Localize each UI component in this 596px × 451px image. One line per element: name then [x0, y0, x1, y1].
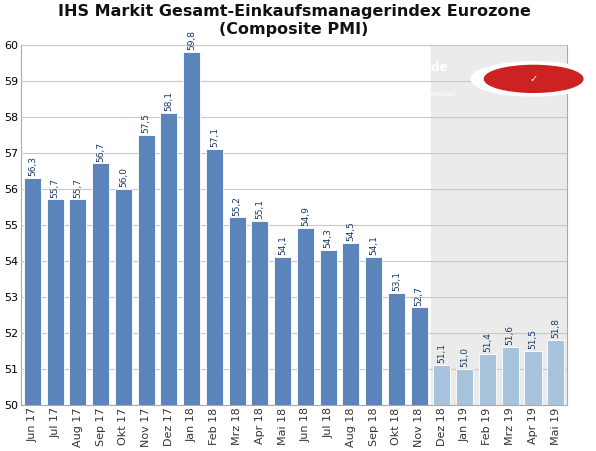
- Text: 58,1: 58,1: [164, 91, 173, 111]
- Text: 51,4: 51,4: [483, 332, 492, 352]
- Text: 57,1: 57,1: [210, 127, 219, 147]
- Text: 54,5: 54,5: [346, 221, 355, 241]
- Text: 51,5: 51,5: [529, 329, 538, 349]
- Text: 53,1: 53,1: [392, 271, 401, 291]
- Bar: [252, 221, 268, 405]
- Bar: [69, 199, 86, 405]
- Bar: [297, 228, 314, 405]
- Bar: [183, 52, 200, 405]
- Bar: [160, 113, 178, 405]
- Text: 51,6: 51,6: [506, 325, 515, 345]
- Text: 54,9: 54,9: [301, 207, 310, 226]
- Text: 56,3: 56,3: [28, 156, 37, 176]
- Bar: [229, 217, 246, 405]
- Text: 56,0: 56,0: [119, 167, 128, 187]
- Text: 51,0: 51,0: [460, 347, 469, 367]
- Bar: [479, 354, 496, 405]
- Text: 55,1: 55,1: [256, 199, 265, 219]
- Bar: [274, 257, 291, 405]
- Text: 52,7: 52,7: [415, 286, 424, 306]
- Bar: [388, 293, 405, 405]
- Text: 54,1: 54,1: [278, 235, 287, 255]
- Bar: [411, 308, 428, 405]
- Bar: [319, 250, 337, 405]
- Text: 51,1: 51,1: [437, 343, 446, 363]
- Bar: [46, 199, 64, 405]
- Bar: [92, 163, 109, 405]
- Text: 55,2: 55,2: [232, 196, 242, 216]
- Bar: [430, 45, 567, 405]
- Bar: [115, 189, 132, 405]
- Text: 54,1: 54,1: [369, 235, 378, 255]
- Text: 59,8: 59,8: [187, 30, 196, 50]
- Bar: [502, 347, 519, 405]
- Text: 57,5: 57,5: [142, 113, 151, 133]
- Bar: [24, 178, 41, 405]
- Bar: [365, 257, 382, 405]
- Text: 55,7: 55,7: [73, 178, 82, 198]
- Bar: [524, 350, 542, 405]
- Text: 54,3: 54,3: [324, 228, 333, 248]
- Title: IHS Markit Gesamt-Einkaufsmanagerindex Eurozone
(Composite PMI): IHS Markit Gesamt-Einkaufsmanagerindex E…: [58, 4, 530, 37]
- Bar: [433, 365, 451, 405]
- Text: 55,7: 55,7: [51, 178, 60, 198]
- Bar: [138, 135, 155, 405]
- Text: 51,8: 51,8: [551, 318, 560, 338]
- Bar: [547, 340, 564, 405]
- Text: 56,7: 56,7: [96, 142, 105, 161]
- Bar: [206, 149, 223, 405]
- Bar: [343, 243, 359, 405]
- Bar: [456, 368, 473, 405]
